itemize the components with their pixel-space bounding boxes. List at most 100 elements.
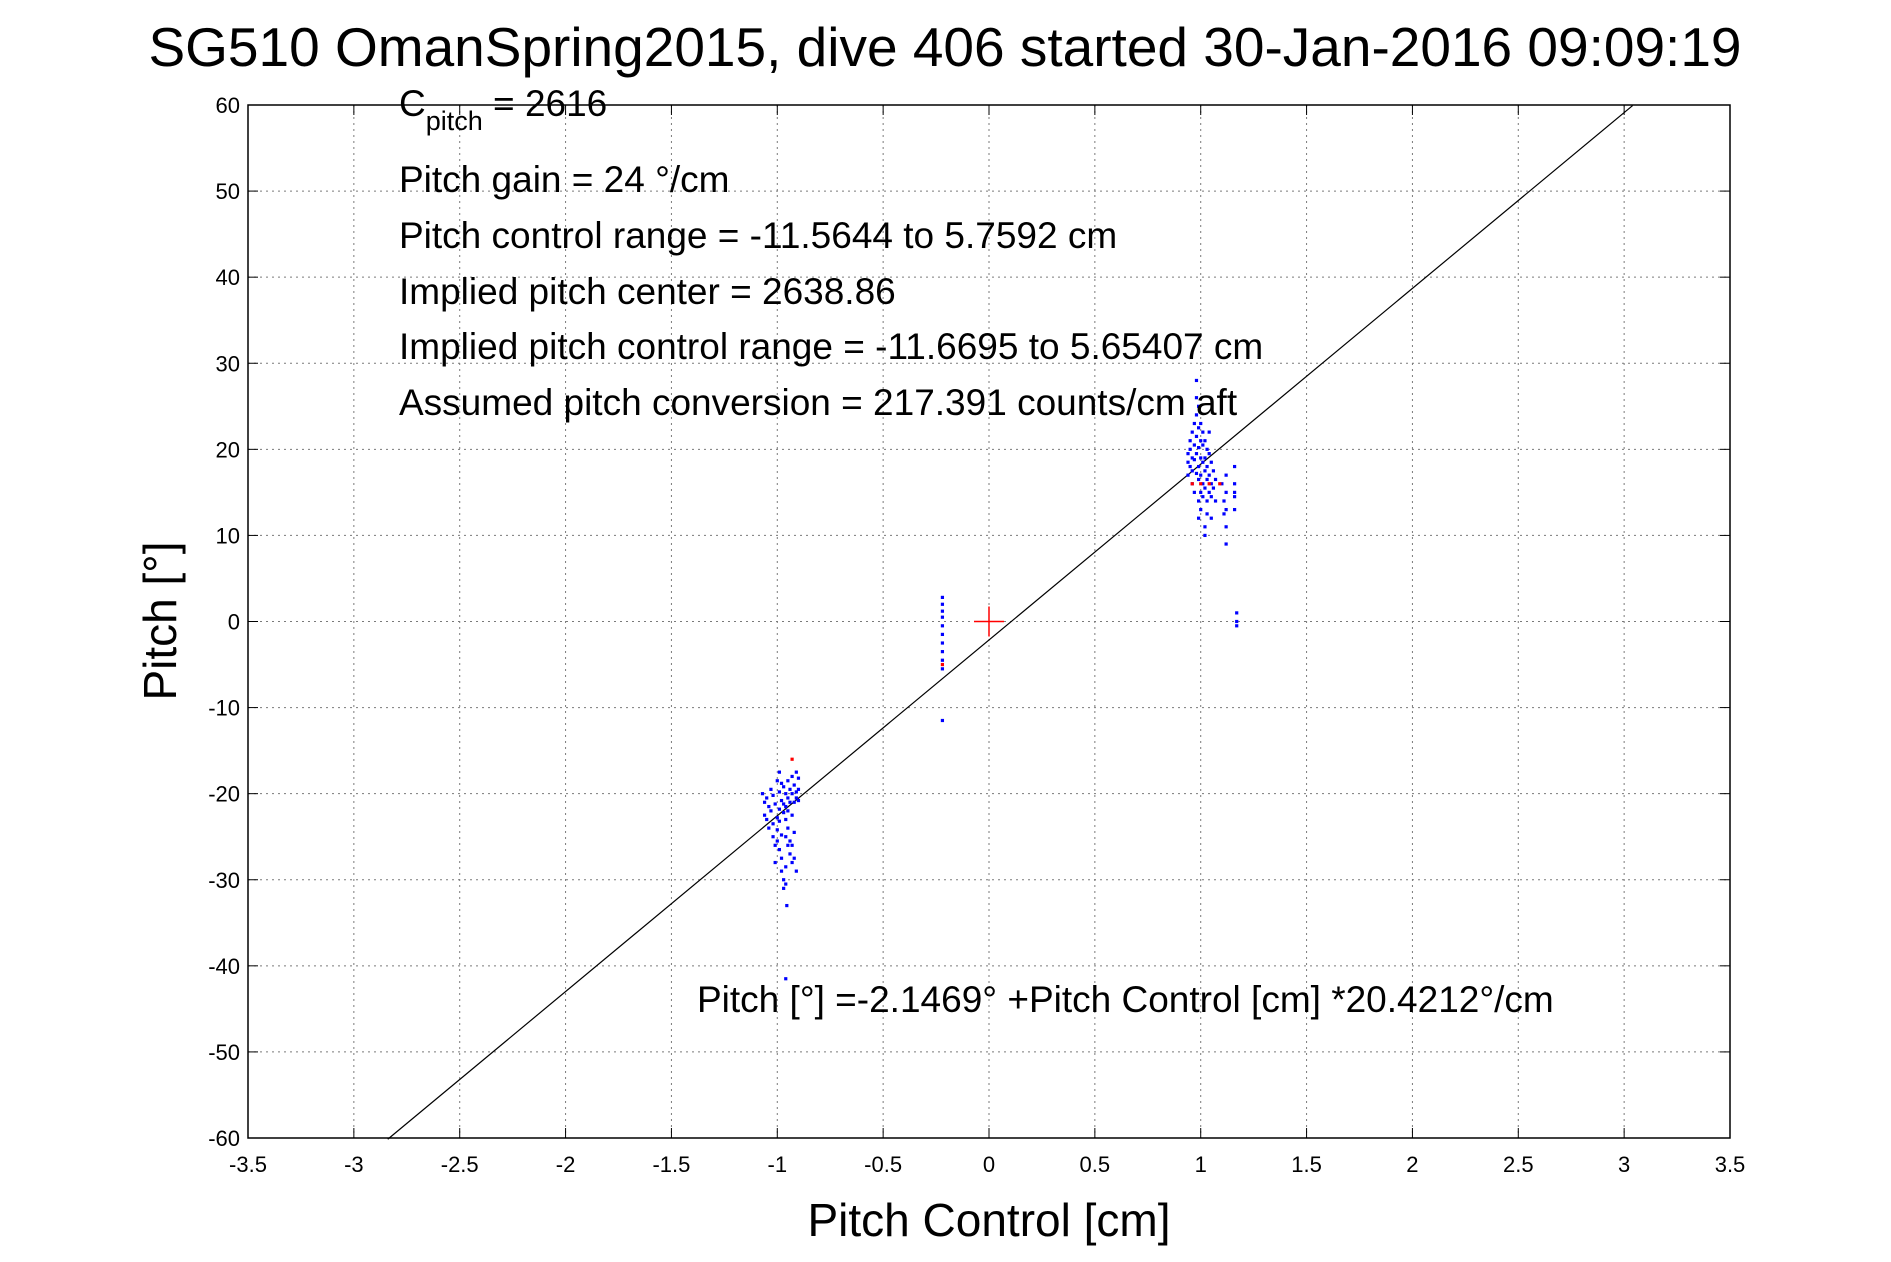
data-point (1235, 611, 1239, 615)
x-tick-label: -1.5 (652, 1152, 690, 1177)
fit-equation-annotation: Pitch [°] =-2.1469° +Pitch Control [cm] … (697, 979, 1554, 1020)
y-tick-label: -40 (208, 954, 240, 979)
x-tick-label: 1.5 (1291, 1152, 1322, 1177)
data-point (767, 826, 771, 830)
y-tick-label: 30 (216, 351, 240, 376)
data-point (1224, 507, 1228, 512)
data-point (940, 615, 945, 619)
data-point (771, 835, 775, 839)
data-point (1235, 624, 1239, 628)
data-point (1224, 473, 1228, 477)
data-point (1196, 446, 1201, 450)
data-point (777, 807, 782, 811)
data-point (1203, 439, 1207, 443)
data-point (782, 785, 786, 789)
data-point-red (1207, 482, 1211, 486)
cpitch-base: C (399, 83, 426, 124)
data-point (1235, 619, 1239, 624)
data-point (782, 886, 786, 890)
data-point (767, 804, 771, 809)
x-tick-label: 2 (1406, 1152, 1418, 1177)
data-point (1190, 456, 1194, 460)
data-point (777, 790, 782, 794)
data-point (1201, 495, 1205, 499)
data-point (940, 641, 945, 645)
data-point (792, 856, 796, 860)
data-point-red (1190, 482, 1194, 486)
data-point (1201, 460, 1205, 464)
x-tick-label: 0.5 (1080, 1152, 1111, 1177)
data-point (785, 903, 789, 908)
data-point (1188, 439, 1192, 443)
data-point (940, 650, 945, 654)
data-point (773, 802, 777, 806)
x-tick-label: -3 (344, 1152, 364, 1177)
data-point (779, 781, 784, 785)
data-point (792, 783, 796, 787)
y-tick-label: 60 (216, 93, 240, 118)
y-tick-label: -50 (208, 1040, 240, 1065)
data-point (1199, 456, 1203, 460)
data-point (1203, 525, 1207, 529)
data-point (786, 843, 790, 847)
data-point (779, 856, 784, 860)
data-point (1220, 482, 1224, 486)
data-point (784, 804, 788, 809)
data-point (1192, 458, 1196, 462)
center-marker-layer (974, 606, 1004, 637)
data-point (1199, 473, 1203, 477)
data-point (762, 813, 767, 817)
data-point (792, 830, 796, 835)
data-point (784, 977, 788, 981)
data-point (784, 865, 788, 869)
data-point (940, 632, 945, 637)
data-point (1190, 469, 1194, 473)
implied-pitch-control-range-annotation: Implied pitch control range = -11.6695 t… (399, 326, 1263, 367)
data-point (1211, 469, 1216, 473)
x-tick-label: 3.5 (1715, 1152, 1746, 1177)
data-point (782, 802, 786, 806)
x-tick-label: 3 (1618, 1152, 1630, 1177)
data-point (1188, 464, 1192, 469)
data-point (1222, 512, 1226, 516)
data-point (1209, 495, 1213, 499)
data-point (790, 843, 794, 847)
data-point (1224, 542, 1228, 546)
y-tick-label: -30 (208, 868, 240, 893)
data-point-red (790, 757, 794, 761)
data-point (1196, 477, 1201, 482)
y-tick-label: 50 (216, 179, 240, 204)
data-point (1186, 452, 1190, 456)
data-point (786, 779, 790, 783)
data-point (784, 835, 788, 839)
y-tick-label: -20 (208, 782, 240, 807)
data-point (940, 667, 945, 671)
cpitch-annotation: Cpitch = 2616 (399, 83, 607, 136)
data-point (775, 828, 779, 832)
data-point (1207, 452, 1211, 456)
data-point (1203, 469, 1207, 473)
fit-line (387, 105, 1633, 1140)
data-point (790, 813, 794, 817)
data-point (1199, 490, 1203, 494)
data-point (777, 819, 782, 823)
data-point (1213, 477, 1218, 482)
x-tick-label: -2.5 (441, 1152, 479, 1177)
x-tick-label: 2.5 (1503, 1152, 1534, 1177)
data-point (1205, 512, 1209, 516)
data-point (1194, 413, 1199, 417)
data-point (940, 718, 945, 723)
data-point (1203, 486, 1207, 490)
data-point (1232, 495, 1237, 499)
data-point (762, 800, 767, 804)
data-point (1205, 477, 1209, 482)
implied-pitch-center-annotation: Implied pitch center = 2638.86 (399, 271, 896, 312)
assumed-pitch-conversion-annotation: Assumed pitch conversion = 217.391 count… (399, 382, 1238, 423)
data-point (1194, 452, 1199, 456)
data-point (773, 860, 777, 865)
data-point (796, 798, 801, 803)
data-point (1232, 482, 1237, 486)
y-axis-label: Pitch [°] (134, 541, 186, 700)
data-point (779, 833, 784, 837)
